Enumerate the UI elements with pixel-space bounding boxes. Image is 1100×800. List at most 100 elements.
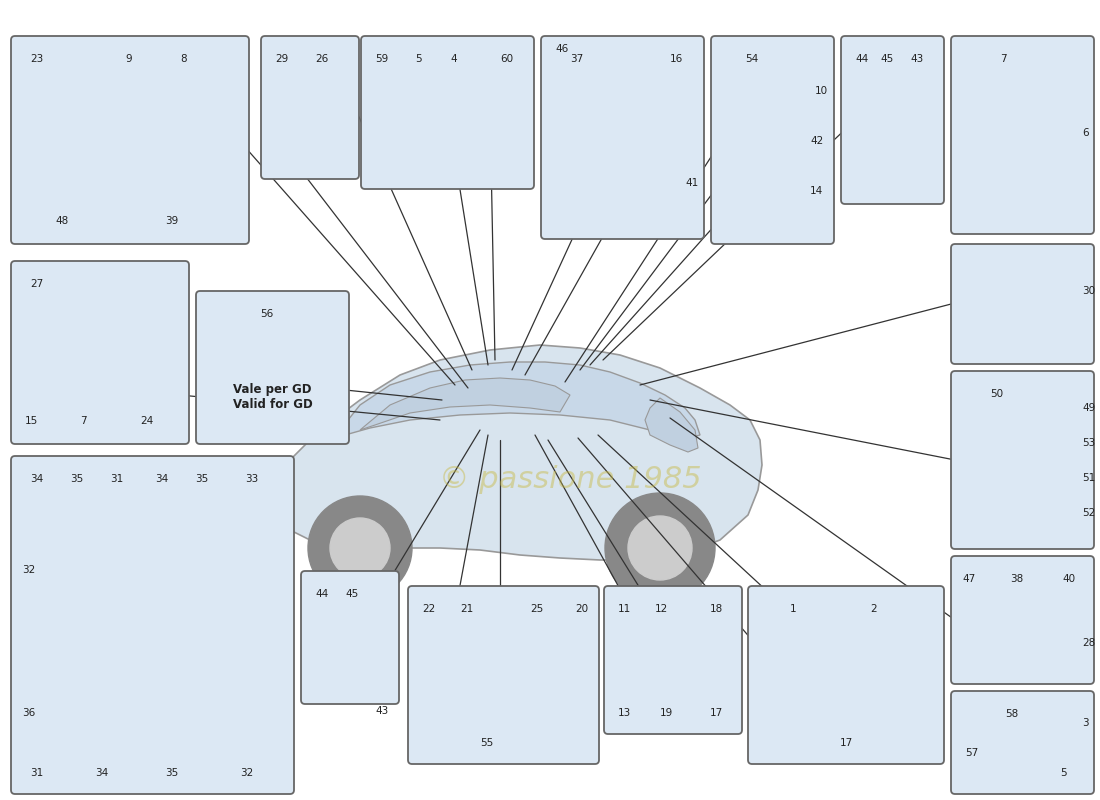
Text: 60: 60 bbox=[500, 54, 513, 64]
Text: 32: 32 bbox=[22, 565, 35, 575]
Text: 17: 17 bbox=[710, 708, 724, 718]
Circle shape bbox=[308, 496, 412, 600]
Text: 49: 49 bbox=[1082, 403, 1096, 413]
Text: 19: 19 bbox=[660, 708, 673, 718]
Text: 48: 48 bbox=[55, 216, 68, 226]
Text: 30: 30 bbox=[1082, 286, 1096, 296]
Text: 35: 35 bbox=[195, 474, 208, 484]
Text: 9: 9 bbox=[125, 54, 132, 64]
Text: 28: 28 bbox=[1082, 638, 1096, 648]
FancyBboxPatch shape bbox=[952, 691, 1094, 794]
Text: 27: 27 bbox=[30, 279, 43, 289]
FancyBboxPatch shape bbox=[261, 36, 359, 179]
Text: 46: 46 bbox=[556, 44, 569, 54]
Text: 11: 11 bbox=[618, 604, 631, 614]
Text: 47: 47 bbox=[962, 574, 976, 584]
Text: 56: 56 bbox=[260, 309, 273, 319]
Text: 15: 15 bbox=[25, 416, 39, 426]
Text: 45: 45 bbox=[880, 54, 893, 64]
FancyBboxPatch shape bbox=[748, 586, 944, 764]
FancyBboxPatch shape bbox=[361, 36, 534, 189]
Text: 43: 43 bbox=[910, 54, 923, 64]
FancyBboxPatch shape bbox=[952, 244, 1094, 364]
Text: 13: 13 bbox=[618, 708, 631, 718]
FancyBboxPatch shape bbox=[842, 36, 944, 204]
Text: 24: 24 bbox=[140, 416, 153, 426]
Text: 14: 14 bbox=[810, 186, 823, 196]
Polygon shape bbox=[645, 398, 698, 452]
Circle shape bbox=[628, 516, 692, 580]
FancyBboxPatch shape bbox=[408, 586, 600, 764]
Text: 57: 57 bbox=[965, 748, 978, 758]
Text: 23: 23 bbox=[30, 54, 43, 64]
FancyBboxPatch shape bbox=[711, 36, 834, 244]
Text: 59: 59 bbox=[375, 54, 388, 64]
Text: 41: 41 bbox=[685, 178, 698, 188]
Text: 58: 58 bbox=[1005, 709, 1019, 719]
Text: © passione 1985: © passione 1985 bbox=[439, 466, 702, 494]
Text: 39: 39 bbox=[165, 216, 178, 226]
Text: 43: 43 bbox=[375, 706, 388, 716]
FancyBboxPatch shape bbox=[952, 556, 1094, 684]
Text: 10: 10 bbox=[815, 86, 828, 96]
Text: 35: 35 bbox=[70, 474, 84, 484]
Text: 2: 2 bbox=[870, 604, 877, 614]
Text: 32: 32 bbox=[240, 768, 253, 778]
Text: 53: 53 bbox=[1082, 438, 1096, 448]
Text: 26: 26 bbox=[315, 54, 328, 64]
Text: 33: 33 bbox=[245, 474, 258, 484]
Text: 16: 16 bbox=[670, 54, 683, 64]
Text: 52: 52 bbox=[1082, 508, 1096, 518]
Text: 34: 34 bbox=[155, 474, 168, 484]
Polygon shape bbox=[340, 362, 700, 440]
Text: 50: 50 bbox=[990, 389, 1003, 399]
Text: 31: 31 bbox=[110, 474, 123, 484]
Text: 51: 51 bbox=[1082, 473, 1096, 483]
FancyBboxPatch shape bbox=[11, 261, 189, 444]
Text: 1: 1 bbox=[790, 604, 796, 614]
FancyBboxPatch shape bbox=[541, 36, 704, 239]
FancyBboxPatch shape bbox=[301, 571, 399, 704]
Text: 4: 4 bbox=[450, 54, 456, 64]
Text: 42: 42 bbox=[810, 136, 823, 146]
Text: 34: 34 bbox=[95, 768, 108, 778]
Text: 54: 54 bbox=[745, 54, 758, 64]
Text: 44: 44 bbox=[855, 54, 868, 64]
Text: 17: 17 bbox=[840, 738, 854, 748]
Polygon shape bbox=[360, 378, 570, 430]
Text: 36: 36 bbox=[22, 708, 35, 718]
Text: 5: 5 bbox=[1060, 768, 1067, 778]
Text: 31: 31 bbox=[30, 768, 43, 778]
FancyBboxPatch shape bbox=[952, 371, 1094, 549]
Polygon shape bbox=[270, 345, 762, 560]
Text: 38: 38 bbox=[1010, 574, 1023, 584]
Text: 55: 55 bbox=[480, 738, 493, 748]
Circle shape bbox=[605, 493, 715, 603]
FancyBboxPatch shape bbox=[11, 456, 294, 794]
FancyBboxPatch shape bbox=[11, 36, 249, 244]
Text: 45: 45 bbox=[345, 589, 359, 599]
Text: 3: 3 bbox=[1082, 718, 1089, 728]
Text: 7: 7 bbox=[80, 416, 87, 426]
FancyBboxPatch shape bbox=[196, 291, 349, 444]
Text: 25: 25 bbox=[530, 604, 543, 614]
Text: 22: 22 bbox=[422, 604, 436, 614]
Text: 21: 21 bbox=[460, 604, 473, 614]
Text: 34: 34 bbox=[30, 474, 43, 484]
Text: 37: 37 bbox=[570, 54, 583, 64]
Text: 18: 18 bbox=[710, 604, 724, 614]
Text: 40: 40 bbox=[1062, 574, 1075, 584]
FancyBboxPatch shape bbox=[604, 586, 743, 734]
Text: 20: 20 bbox=[575, 604, 589, 614]
Text: Vale per GD
Valid for GD: Vale per GD Valid for GD bbox=[232, 383, 312, 411]
Circle shape bbox=[330, 518, 390, 578]
Text: 29: 29 bbox=[275, 54, 288, 64]
Text: 8: 8 bbox=[180, 54, 187, 64]
Text: 7: 7 bbox=[1000, 54, 1006, 64]
Text: 5: 5 bbox=[415, 54, 421, 64]
FancyBboxPatch shape bbox=[952, 36, 1094, 234]
Text: 6: 6 bbox=[1082, 128, 1089, 138]
Text: 44: 44 bbox=[315, 589, 328, 599]
Text: 12: 12 bbox=[654, 604, 669, 614]
Text: 35: 35 bbox=[165, 768, 178, 778]
